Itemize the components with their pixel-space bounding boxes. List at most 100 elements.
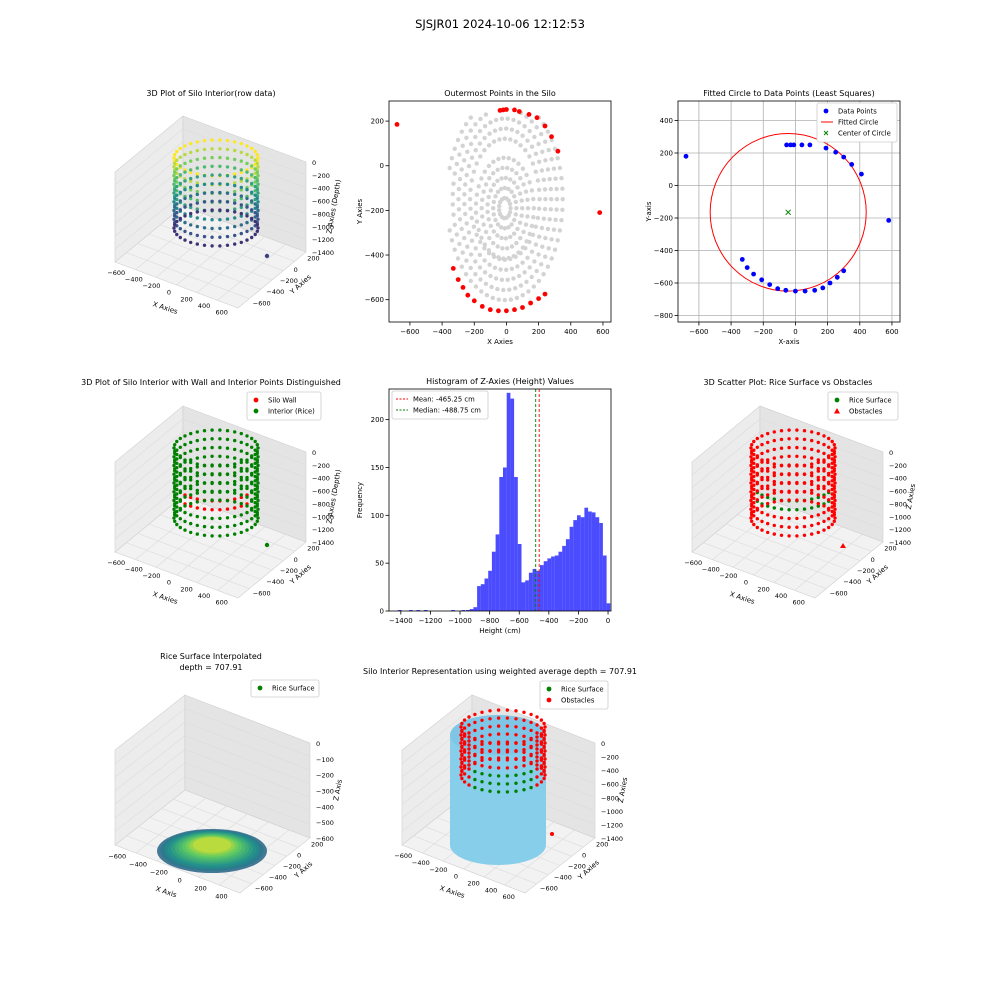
- data-point: [832, 451, 836, 456]
- data-point: [178, 235, 182, 240]
- interior-point: [554, 186, 559, 192]
- x-tick-label: −600: [689, 328, 708, 336]
- interior-point: [491, 139, 497, 144]
- interior-point: [491, 206, 496, 211]
- outer-point: [542, 123, 548, 129]
- interior-point: [473, 284, 479, 289]
- data-point: [529, 777, 533, 782]
- histogram-bar: [584, 507, 589, 611]
- data-point: [239, 179, 243, 183]
- data-point: [245, 179, 249, 183]
- data-point: [810, 482, 814, 487]
- data-point: [473, 752, 477, 757]
- interior-point: [549, 256, 554, 261]
- histogram-bar: [543, 561, 548, 611]
- y-tick-label: −200: [280, 277, 298, 285]
- data-point: [256, 217, 260, 221]
- data-point: [480, 740, 484, 744]
- data-point: [543, 725, 547, 729]
- data-point: [233, 216, 237, 220]
- data-point: [779, 429, 784, 433]
- data-point: [239, 150, 243, 155]
- z-tick-label: −800: [889, 500, 907, 508]
- data-point: [772, 465, 776, 469]
- data-point: [173, 214, 177, 218]
- data-point: [810, 456, 814, 460]
- data-point: [178, 463, 182, 467]
- data-point: [195, 497, 199, 501]
- data-point: [543, 749, 547, 753]
- interior-point: [508, 297, 514, 302]
- interior-point: [543, 139, 548, 144]
- interior-point: [541, 216, 546, 221]
- histogram-bar: [547, 558, 552, 611]
- x-tick-label: 200: [467, 879, 479, 887]
- interior-point: [485, 202, 490, 207]
- data-point: [750, 486, 754, 491]
- data-point: [841, 268, 847, 274]
- data-point: [539, 780, 544, 784]
- interior-point: [514, 206, 519, 211]
- interior-point: [457, 217, 463, 222]
- data-point: [766, 458, 770, 462]
- data-point: [202, 481, 207, 485]
- data-point: [172, 481, 176, 485]
- data-point: [189, 431, 193, 436]
- chart-fitted-circle: −600 −400 −200 0 200 400 6004002000−200−400−60…: [645, 89, 901, 346]
- data-point: [514, 749, 518, 753]
- legend-label: Silo Wall: [268, 397, 297, 405]
- data-point: [245, 214, 249, 218]
- interior-point: [505, 165, 510, 171]
- legend-label: Rice Surface: [272, 685, 315, 693]
- data-point: [816, 466, 820, 471]
- data-point: [514, 725, 518, 729]
- data-point: [173, 451, 177, 456]
- x-tick-label: 200: [757, 585, 769, 593]
- data-point: [827, 454, 831, 458]
- interior-point: [513, 199, 518, 205]
- z-tick-label: −600: [312, 488, 330, 496]
- interior-point: [466, 163, 472, 169]
- interior-point: [463, 211, 468, 217]
- data-point: [822, 519, 826, 524]
- data-point: [832, 460, 836, 464]
- interior-point: [523, 246, 528, 251]
- z-tick-label: −400: [312, 185, 330, 193]
- data-point: [760, 442, 764, 447]
- interior-point: [493, 276, 499, 281]
- data-point: [755, 506, 759, 511]
- interior-point: [543, 235, 548, 241]
- interior-point: [537, 197, 542, 202]
- y-tick-label: −400: [269, 874, 287, 882]
- data-point: [178, 525, 182, 530]
- data-point: [178, 164, 182, 168]
- data-point: [189, 240, 193, 245]
- data-point: [173, 188, 177, 192]
- data-point: [529, 720, 533, 725]
- interior-point: [482, 124, 488, 129]
- data-point: [210, 164, 214, 168]
- data-point: [253, 474, 257, 479]
- data-point: [539, 766, 544, 770]
- data-point: [822, 495, 826, 499]
- data-point: [195, 471, 199, 475]
- data-point: [542, 721, 546, 726]
- data-point: [766, 449, 770, 453]
- legend-box: [246, 391, 322, 421]
- data-point: [832, 469, 836, 473]
- floor-grid: [171, 505, 295, 552]
- data-point: [772, 456, 776, 460]
- data-point: [189, 449, 193, 453]
- z-tick-label: 0: [312, 159, 316, 167]
- legend-label: Rice Surface: [849, 397, 892, 405]
- data-point: [480, 788, 484, 792]
- data-point: [172, 490, 176, 494]
- data-point: [172, 498, 176, 503]
- data-point: [210, 480, 214, 485]
- x-tick-label: 200: [821, 328, 834, 336]
- data-point: [760, 486, 764, 491]
- data-point: [250, 498, 254, 502]
- data-point: [488, 725, 492, 729]
- data-point: [832, 478, 836, 482]
